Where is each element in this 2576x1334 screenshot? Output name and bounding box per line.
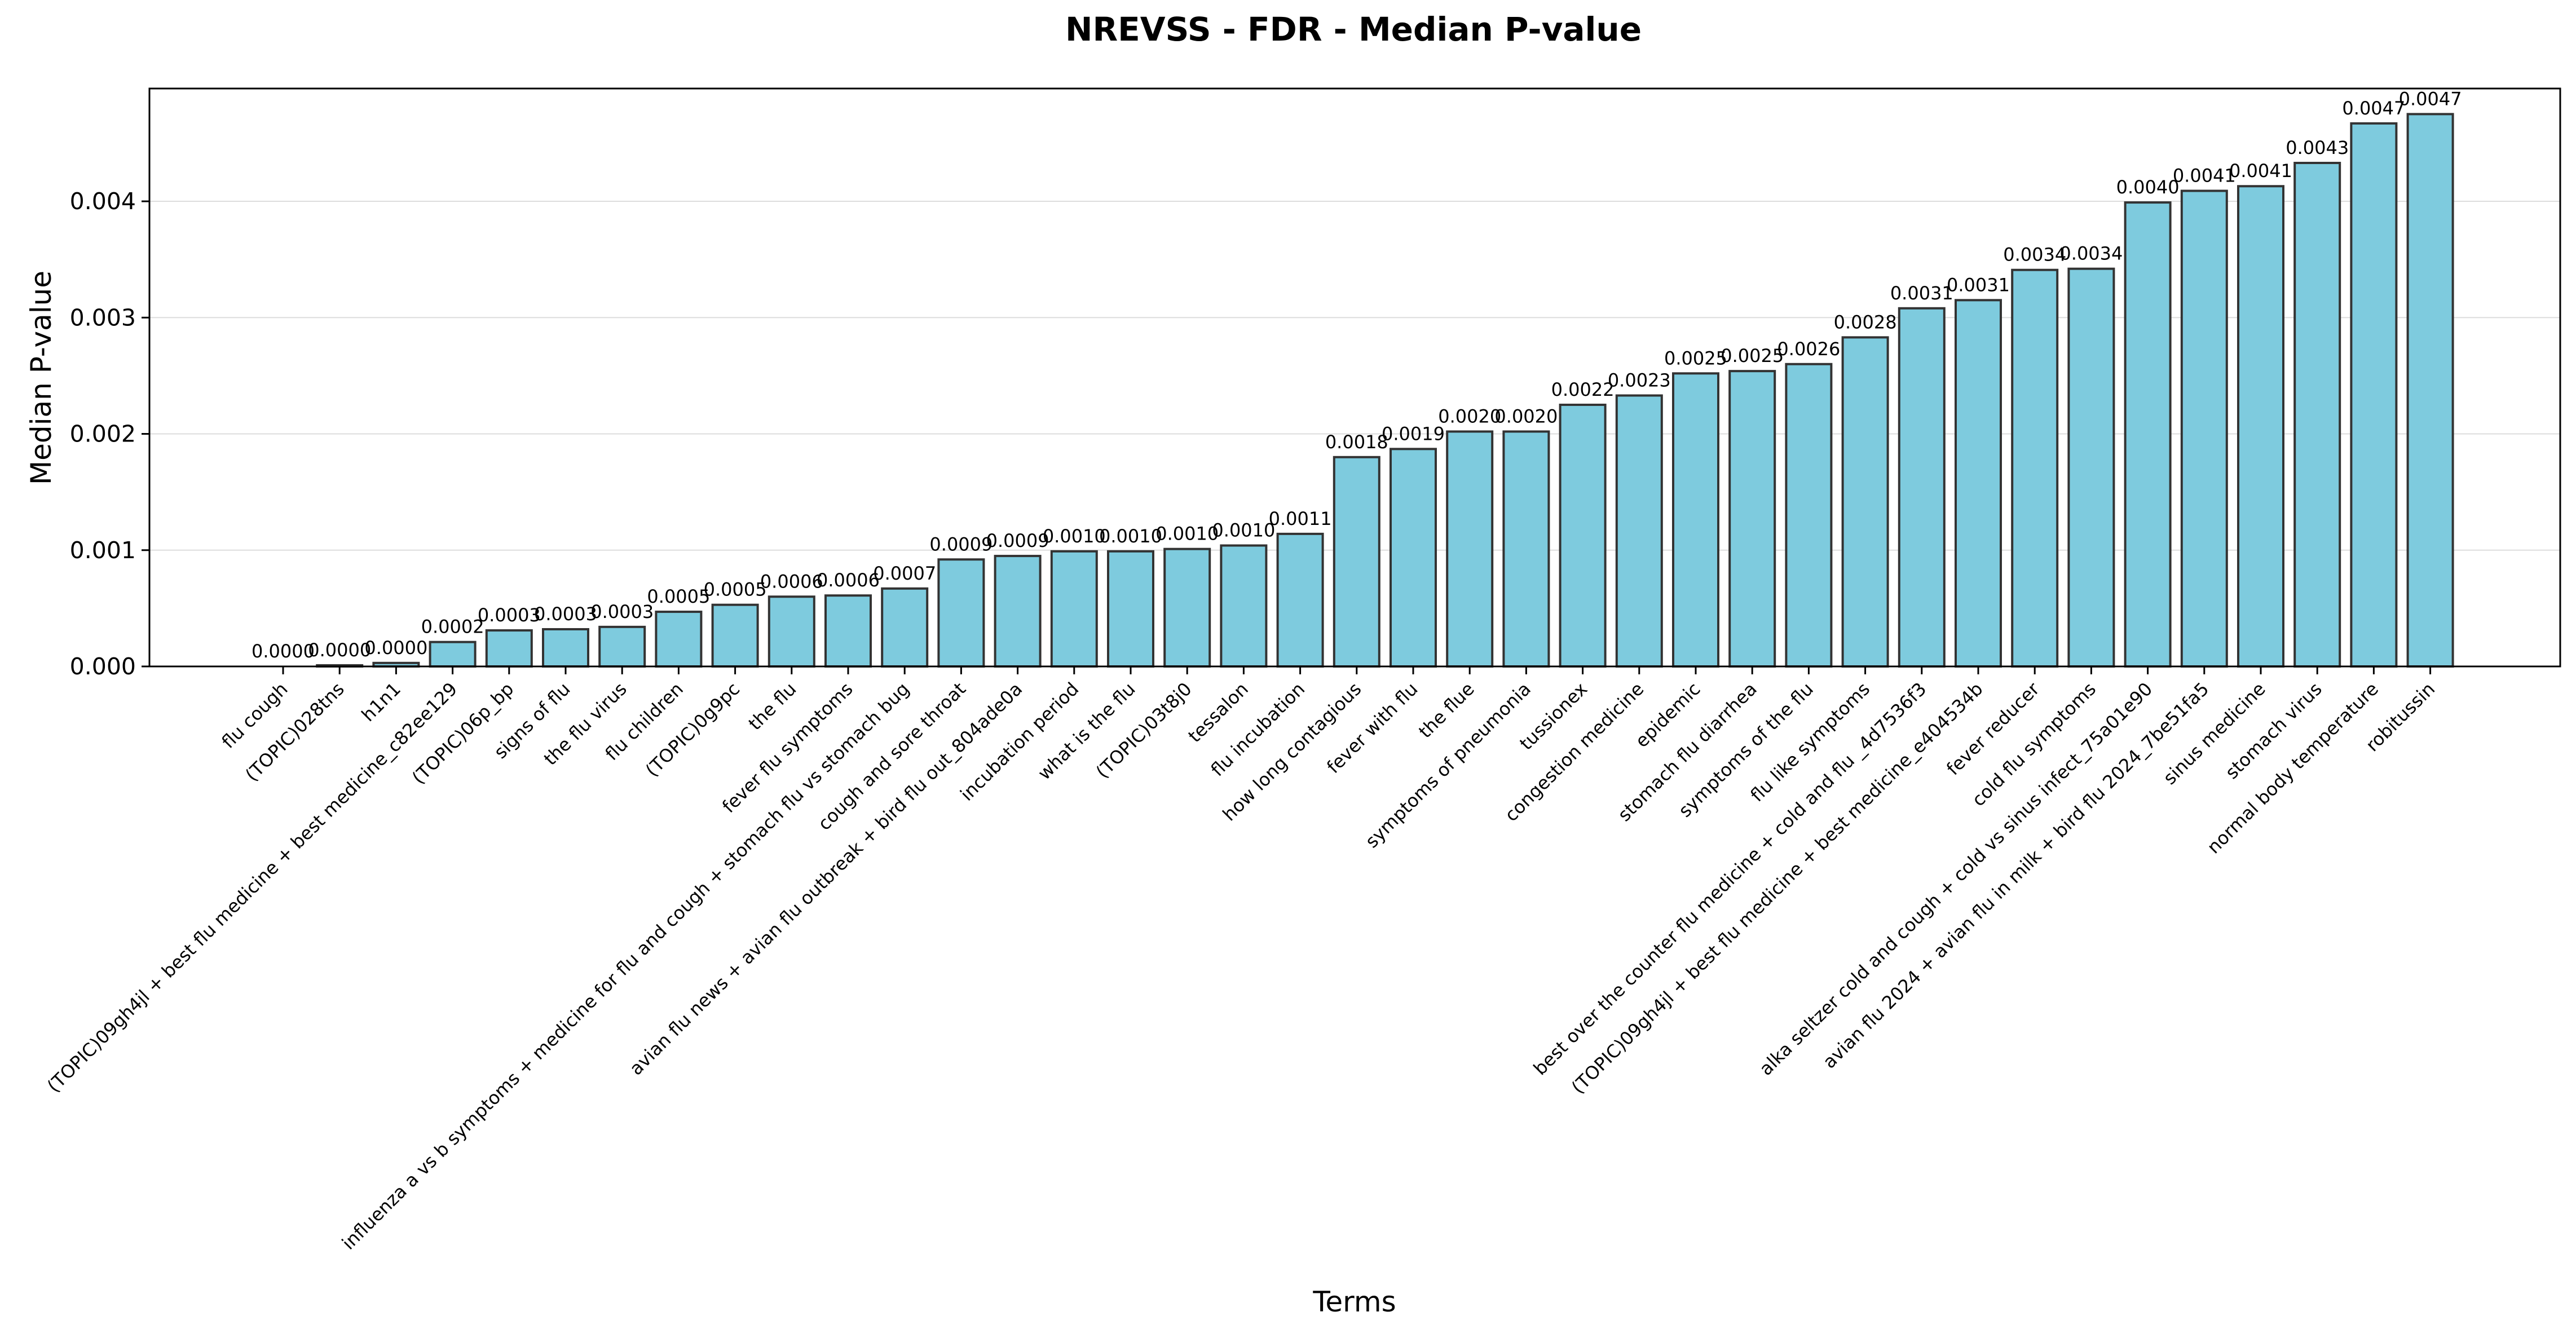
x-tick-label: (TOPIC)06p_bp [408,678,518,788]
bar [1446,430,1494,668]
bar-value-label: 0.0000 [364,637,427,659]
bar-value-label: 0.0047 [2399,88,2462,109]
bar-value-label: 0.0005 [647,586,710,607]
bar-value-label: 0.0041 [2173,165,2236,186]
bar-value-label: 0.0018 [1325,431,1388,453]
bar [542,628,589,668]
bar [1955,299,2002,668]
bar-value-label: 0.0000 [308,639,371,661]
bar [2067,267,2115,668]
data-labels: 0.00000.00000.00000.00020.00030.00030.00… [252,88,2462,662]
bar [1333,456,1380,668]
bar-value-label: 0.0043 [2286,137,2349,158]
bar [1276,532,1324,668]
bar-value-label: 0.0010 [1212,520,1275,541]
bar-value-label: 0.0025 [1664,347,1727,369]
x-tick-label: (TOPIC)03t8j0 [1092,678,1196,783]
bar [1728,370,1776,668]
bar-value-label: 0.0020 [1438,405,1501,427]
y-tick-label: 0.004 [70,188,136,215]
bar [2293,161,2341,668]
bar [2011,268,2059,668]
bar [1107,550,1154,668]
bar [711,603,759,668]
x-tick-label: (TOPIC)09gh4jl + best flu medicine + bes… [1567,678,1987,1098]
bar [1502,430,1550,668]
y-axis-label: Median P-value [25,271,58,485]
y-tick-label: 0.002 [70,421,136,448]
bar [937,558,985,668]
x-axis-label: Terms [1312,1286,1396,1318]
x-axis-ticks: flu cough(TOPIC)028tns h1n1(TOPIC)09gh4jl… [43,666,2439,1254]
bar [1390,448,1437,668]
bar-value-label: 0.0019 [1382,423,1445,444]
bar [1615,394,1663,668]
bar-value-label: 0.0005 [704,579,767,600]
bar-value-label: 0.0041 [2229,160,2292,182]
bar [655,611,703,668]
bar-value-label: 0.0020 [1494,405,1558,427]
bar-value-label: 0.0000 [252,641,315,662]
x-tick-label: (TOPIC)09gh4jl + best flu medicine + bes… [43,678,461,1097]
y-axis-ticks: 0.000 0.001 0.002 0.003 0.004 [70,188,149,680]
bar-value-label: 0.0010 [1099,525,1162,547]
bar [485,629,533,668]
bar-value-label: 0.0025 [1721,345,1784,366]
chart-title: NREVSS - FDR - Median P-value [1065,10,1642,48]
bar-value-label: 0.0010 [1155,523,1219,545]
bar-value-label: 0.0006 [760,571,823,592]
plot-frame [148,87,2561,668]
bar [2180,189,2228,668]
bar-value-label: 0.0010 [1043,525,1106,547]
bar [994,555,1042,668]
bar [1841,336,1889,668]
y-tick-label: 0.000 [70,653,136,680]
bar-value-label: 0.0034 [2059,243,2123,264]
bar-value-label: 0.0003 [478,604,541,626]
x-tick-label: (TOPIC)028tns [241,678,348,785]
bar [1785,363,1833,668]
x-tick-label: sinus medicine [2159,678,2269,789]
bar-value-label: 0.0002 [421,616,484,638]
bar [1898,307,1946,668]
bar-value-label: 0.0003 [590,601,654,622]
x-tick-label: the flu [744,678,801,735]
bar-value-label: 0.0031 [1890,282,1953,304]
y-tick-label: 0.003 [70,304,136,331]
bar-value-label: 0.0022 [1551,379,1615,400]
x-tick-label: stomach virus [2221,678,2326,783]
bar-value-label: 0.0023 [1608,369,1671,391]
bar [767,595,815,668]
bar [2406,113,2454,668]
bar [824,594,872,668]
bar [1672,372,1719,668]
bar [1220,544,1268,668]
y-tick-label: 0.001 [70,537,136,564]
bar-value-label: 0.0009 [929,533,993,555]
bar-value-label: 0.0028 [1834,311,1897,333]
bar-value-label: 0.0026 [1777,338,1840,360]
bar [2124,201,2172,668]
bar-value-label: 0.0006 [817,569,880,591]
bar [429,641,477,668]
bar-value-label: 0.0009 [986,530,1049,551]
bar-value-label: 0.0007 [873,563,936,584]
bar [1559,403,1607,668]
bar-value-label: 0.0003 [534,603,597,625]
bar-value-label: 0.0047 [2342,98,2405,119]
x-tick-label: what is the flu [1034,678,1140,784]
bar [1163,547,1211,668]
bar [2237,185,2284,668]
bar [1050,550,1098,668]
bar-value-label: 0.0011 [1269,508,1332,529]
x-tick-label: h1n1 [358,678,405,726]
bar [598,625,646,668]
bar-value-label: 0.0034 [2003,244,2066,266]
bars [316,113,2454,668]
bar [881,587,929,668]
bar-value-label: 0.0031 [1947,274,2010,295]
bar [2350,122,2398,668]
bar-value-label: 0.0040 [2116,176,2180,198]
